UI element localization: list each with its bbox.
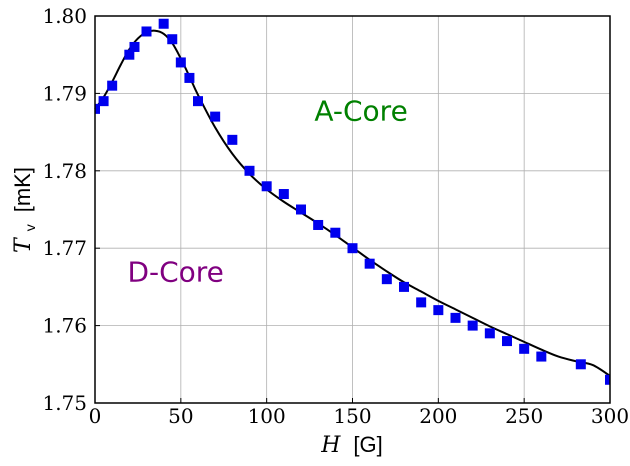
data-point [467, 320, 478, 331]
data-point [313, 219, 324, 230]
data-point [296, 204, 306, 215]
data-point [124, 49, 135, 60]
data-point [519, 343, 530, 354]
data-point [193, 96, 203, 107]
data-point [605, 374, 610, 385]
y-tick-label: 1.78 [42, 159, 87, 183]
data-point [536, 351, 547, 362]
data-point [167, 34, 178, 45]
y-axis-variable: T [11, 236, 36, 253]
data-point [433, 305, 444, 316]
data-point [330, 227, 341, 238]
data-point [175, 57, 186, 68]
x-tick-label: 200 [419, 404, 457, 428]
x-tick-label: 50 [168, 404, 193, 428]
x-axis-variable: H [320, 433, 341, 458]
data-point [244, 165, 255, 176]
data-point [227, 134, 238, 145]
data-point [450, 312, 461, 323]
y-tick-label: 1.80 [42, 4, 87, 28]
data-point [381, 274, 392, 285]
region-label: D-Core [127, 255, 223, 288]
data-point [364, 258, 375, 269]
y-tick-label: 1.76 [42, 314, 87, 338]
x-tick-label: 150 [333, 404, 371, 428]
y-axis-label: T v [mK] [10, 167, 41, 253]
y-axis-subscript: v [22, 224, 38, 231]
x-tick-label: 0 [89, 404, 102, 428]
data-point [416, 297, 427, 308]
data-point [399, 281, 409, 292]
data-point [184, 72, 195, 83]
data-point [278, 189, 289, 200]
data-point [98, 96, 109, 107]
data-points [95, 18, 610, 385]
y-axis-unit: [mK] [10, 167, 35, 212]
x-axis-unit: [G] [353, 432, 382, 457]
data-point [210, 111, 221, 122]
data-point [95, 103, 100, 114]
region-label: A-Core [314, 94, 407, 127]
data-point [261, 181, 272, 192]
x-tick-label: 300 [591, 404, 629, 428]
x-tick-label: 100 [248, 404, 286, 428]
y-tick-label: 1.77 [42, 236, 87, 260]
x-axis-label: H [G] [320, 432, 383, 458]
data-point [141, 26, 152, 37]
data-point [158, 18, 169, 29]
annotations: A-Core D-Core [127, 94, 407, 288]
data-point [107, 80, 118, 91]
x-tick-label: 250 [505, 404, 543, 428]
data-point [575, 359, 586, 370]
data-point [347, 243, 358, 254]
axis-ticks: 0 50 100 150 200 250 300 1.75 1.76 1.77 1.78 1.79 1.… [42, 4, 629, 428]
y-tick-label: 1.79 [42, 81, 87, 105]
y-tick-label: 1.75 [42, 391, 87, 415]
data-point [484, 328, 495, 339]
data-point [129, 41, 140, 52]
data-point [502, 336, 512, 347]
